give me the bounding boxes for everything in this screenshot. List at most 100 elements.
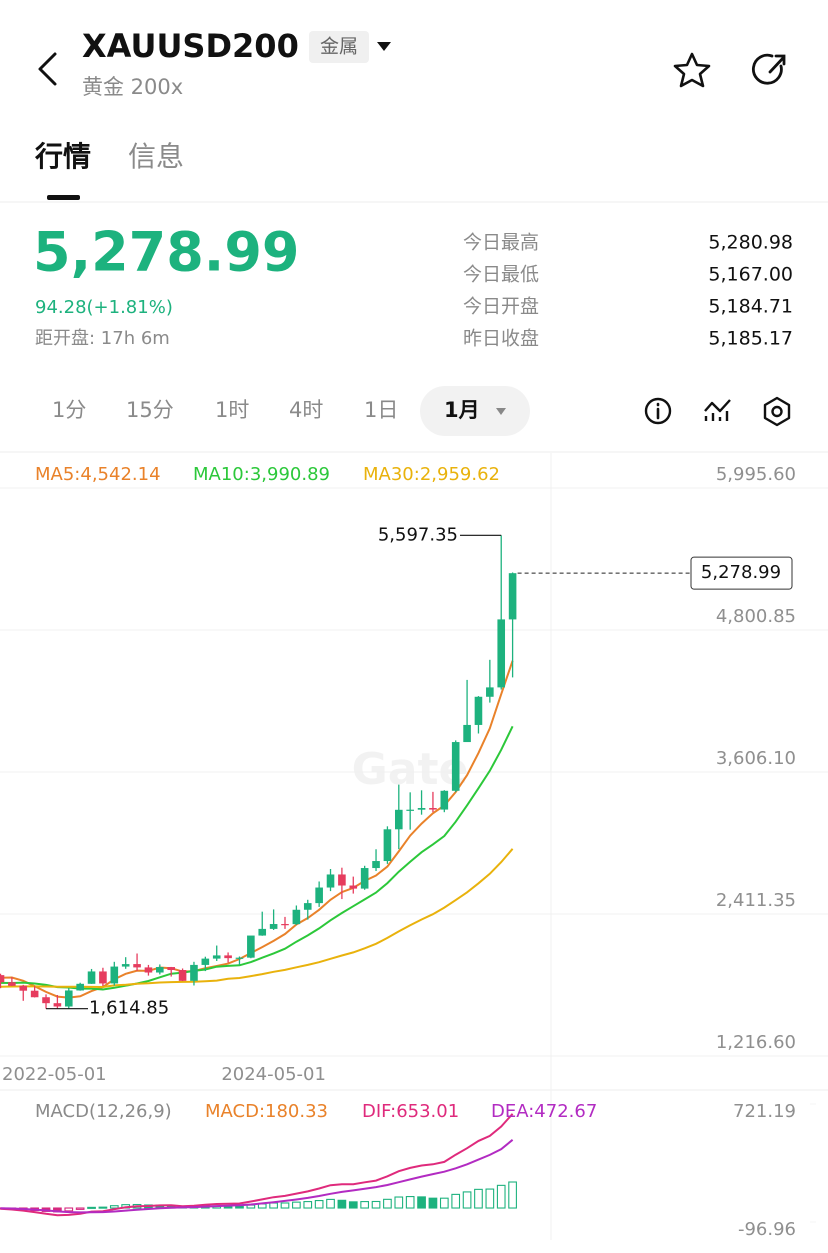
macd-bar	[314, 1200, 324, 1209]
interval-dropdown[interactable]	[496, 408, 506, 415]
candle-body	[303, 903, 312, 910]
macd-bar	[451, 1193, 461, 1209]
stat-label: 今日最低	[463, 264, 539, 286]
candle-body	[372, 861, 380, 869]
candle-body	[451, 742, 460, 791]
tag-chip	[309, 31, 369, 63]
indicator-title: MACD(12,26,9)	[35, 1101, 172, 1122]
legend-entry: MACD:180.33	[205, 1101, 328, 1122]
macd-bar	[87, 1206, 96, 1209]
legend-entry: DIF:653.01	[362, 1101, 459, 1122]
candle-body	[486, 687, 494, 697]
info-button[interactable]	[644, 397, 672, 425]
candle-body	[281, 924, 289, 926]
back-icon	[38, 52, 57, 86]
settings-icon	[763, 396, 791, 427]
y-tick-label: 5,995.60	[716, 464, 796, 485]
macd-bar	[371, 1200, 381, 1209]
symbol-dropdown[interactable]	[377, 42, 391, 51]
candle-body	[167, 967, 175, 971]
candle-body	[235, 957, 244, 959]
indicator-button[interactable]	[704, 399, 731, 421]
macd-bar	[394, 1196, 404, 1209]
candle-body	[429, 808, 437, 810]
stat-label: 今日最高	[463, 232, 539, 254]
last-price: 5,278.99	[33, 221, 299, 284]
interval-selected[interactable]: 1月	[444, 398, 480, 422]
ma-line	[0, 660, 514, 999]
x-tick-label: 2024-05-01	[221, 1064, 326, 1085]
candle-body	[440, 790, 449, 810]
candle-body	[133, 964, 141, 968]
interval[interactable]: 1日	[364, 398, 398, 422]
settings-button[interactable]	[763, 396, 791, 427]
macd-bar	[280, 1202, 290, 1209]
candle-body	[395, 809, 403, 830]
macd-chart: MACD(12,26,9) 721.19 -96.96 MACD:180.33 DIF:…	[0, 1101, 816, 1240]
tab[interactable]: 信息	[128, 140, 184, 173]
stat-label: 今日开盘	[463, 296, 539, 318]
macd-line	[0, 1139, 514, 1214]
legend-entry: MA30:2,959.62	[363, 464, 500, 485]
stat-value: 5,280.98	[708, 232, 793, 254]
macd-bar	[405, 1196, 415, 1209]
favorite-button[interactable]	[673, 52, 711, 88]
macd-bar	[508, 1181, 517, 1209]
tab-indicator	[47, 195, 80, 200]
candle-body	[42, 997, 50, 1004]
candle-body	[144, 967, 153, 973]
macd-bar	[417, 1196, 426, 1209]
share-arrow	[768, 54, 786, 74]
candle-body	[212, 955, 221, 959]
y-tick-label: -96.96	[738, 1219, 796, 1240]
interval[interactable]: 4时	[289, 398, 323, 422]
candle-body	[463, 724, 471, 743]
candle-body	[201, 958, 210, 965]
subtitle: 黄金 200x	[82, 75, 183, 99]
macd-bar	[462, 1191, 472, 1209]
interval[interactable]: 1时	[215, 398, 249, 422]
candle-body	[360, 868, 369, 889]
candle-body	[224, 955, 232, 959]
macd-bar	[292, 1201, 301, 1209]
back-button[interactable]	[38, 52, 57, 86]
candle-body	[0, 975, 5, 983]
price-chart: Gate 5,995.60 4,800.85 3,606.10 2,411.35 1,21…	[0, 464, 828, 1085]
candle-body	[64, 990, 73, 1007]
interval[interactable]: 1分	[52, 398, 86, 422]
candle-body	[156, 967, 164, 973]
macd-bar	[485, 1188, 495, 1209]
macd-bar	[439, 1197, 449, 1209]
last-price-box	[690, 556, 793, 590]
x-tick-label: 2022-05-01	[2, 1064, 107, 1085]
indicator-icon	[704, 399, 731, 413]
share-icon	[752, 53, 783, 85]
macd-bar	[75, 1207, 85, 1210]
candle-body	[19, 985, 28, 991]
ma-line	[0, 725, 514, 991]
candle-body	[474, 696, 483, 725]
candle-body	[417, 808, 426, 810]
candle-body	[247, 935, 255, 958]
watermark: Gate	[352, 744, 469, 795]
candle-body	[121, 964, 130, 967]
stat-label: 昨日收盘	[463, 328, 539, 350]
interval[interactable]: 15分	[126, 398, 174, 422]
candle-body	[87, 971, 96, 984]
info-icon	[644, 397, 672, 425]
candle-body	[258, 928, 267, 936]
legend-entry: DEA:472.67	[491, 1101, 597, 1122]
macd-bar	[348, 1201, 358, 1209]
interval-selected-bg	[420, 386, 530, 436]
legend-entry: MA5:4,542.14	[35, 464, 161, 485]
low-label: 1,614.85	[89, 998, 169, 1019]
candle-body	[406, 809, 414, 811]
share-button[interactable]	[752, 53, 786, 85]
macd-bar	[235, 1205, 244, 1209]
macd-bar	[360, 1201, 370, 1209]
settings-dot	[771, 405, 783, 418]
tab-active[interactable]: 行情	[34, 140, 91, 173]
y-tick-label: 721.19	[733, 1101, 796, 1122]
y-tick-label: 1,216.60	[716, 1032, 796, 1053]
